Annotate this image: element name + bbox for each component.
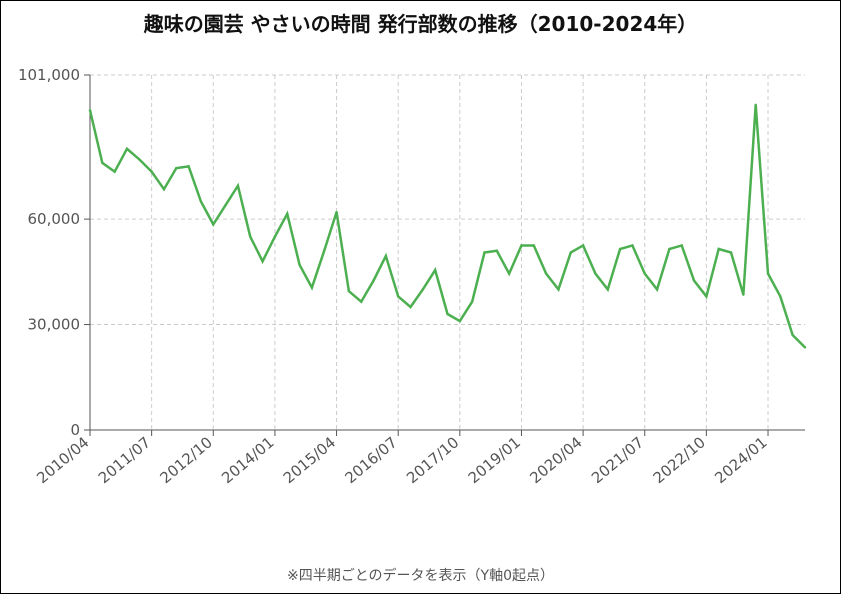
data-point (372, 279, 375, 282)
data-point (396, 295, 400, 298)
data-point (88, 108, 92, 112)
data-point (113, 170, 116, 173)
data-point (495, 249, 499, 252)
data-point (458, 319, 462, 323)
data-point (162, 188, 166, 191)
data-point (742, 293, 745, 296)
chart-title: 趣味の園芸 やさいの時間 発行部数の推移（2010-2024年） (143, 12, 698, 36)
x-tick-label: 2022/10 (650, 433, 709, 487)
data-point (668, 247, 671, 251)
axes (89, 75, 805, 431)
data-point (360, 300, 363, 303)
data-point (199, 200, 203, 203)
data-point (717, 247, 720, 251)
data-point (446, 312, 449, 316)
data-point (692, 279, 696, 282)
x-tick-label: 2015/04 (280, 433, 339, 487)
data-point (557, 288, 560, 291)
data-point (483, 251, 486, 254)
data-point (273, 235, 277, 238)
data-point (729, 251, 733, 254)
data-point (335, 210, 338, 214)
x-tick-label: 2019/01 (465, 433, 524, 487)
grid-lines (89, 74, 805, 430)
data-point (766, 272, 770, 275)
data-point (323, 249, 326, 252)
data-point (791, 333, 794, 337)
x-tick-label: 2014/01 (218, 433, 277, 487)
data-point (236, 184, 240, 187)
data-point (779, 295, 782, 298)
data-point (507, 272, 511, 275)
data-point (261, 260, 264, 263)
x-tick-label: 2020/04 (526, 433, 585, 487)
data-point (286, 212, 289, 216)
y-tick-label: 0 (70, 421, 80, 439)
x-tick-label: 2016/07 (341, 433, 400, 487)
data-point (101, 161, 104, 165)
data-point (298, 263, 301, 267)
data-point (224, 203, 227, 207)
data-point (310, 286, 314, 289)
data-points (88, 103, 807, 349)
data-point (618, 247, 622, 251)
data-point (150, 170, 153, 173)
data-point (581, 244, 585, 247)
x-tick-label: 2010/04 (33, 433, 92, 487)
data-point (125, 147, 129, 151)
data-point (421, 288, 425, 291)
x-tick-label: 2017/10 (403, 433, 462, 487)
data-point (138, 158, 141, 161)
data-point (631, 244, 634, 247)
data-point (532, 244, 535, 247)
x-tick-label: 2012/10 (157, 433, 216, 487)
data-point (594, 272, 597, 275)
x-axis-ticks: 2010/04 2011/07 2012/10 2014/01 2015/04 2016/… (33, 430, 771, 487)
data-point (520, 244, 523, 247)
x-tick-label: 2011/07 (95, 433, 154, 487)
data-point (384, 254, 388, 258)
y-tick-label: 60,000 (28, 210, 81, 228)
series-line (88, 104, 806, 349)
x-tick-label: 2024/01 (711, 433, 770, 487)
data-point (347, 289, 351, 293)
data-point (606, 288, 609, 291)
data-point (655, 288, 659, 291)
y-tick-label: 101,000 (18, 66, 80, 84)
data-point (680, 244, 683, 247)
data-point (470, 300, 474, 303)
data-point (803, 346, 807, 349)
data-point (643, 272, 646, 275)
data-point (187, 165, 190, 168)
y-axis-ticks: 0 30,000 60,000 101,000 (18, 66, 90, 439)
data-point (569, 251, 572, 254)
data-point (433, 268, 437, 272)
data-point (175, 166, 178, 170)
chart-note: ※四半期ごとのデータを表示（Y軸0起点） (286, 568, 555, 584)
data-point (212, 223, 215, 226)
data-point (249, 235, 252, 238)
y-tick-label: 30,000 (28, 316, 81, 334)
x-tick-label: 2021/07 (588, 433, 647, 487)
data-point (544, 272, 548, 275)
data-point (754, 103, 757, 107)
data-point (705, 295, 708, 298)
data-point (409, 305, 412, 309)
